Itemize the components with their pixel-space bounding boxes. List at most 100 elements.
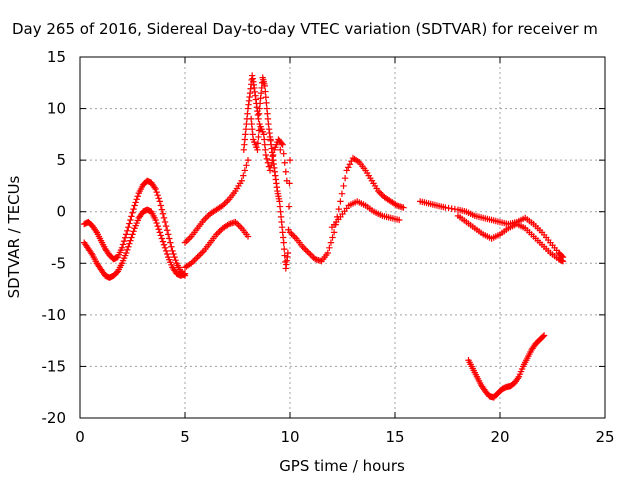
data-point <box>255 133 262 141</box>
data-point <box>378 190 385 198</box>
series-trace-afternoon-lower <box>454 212 567 265</box>
data-point <box>127 237 134 244</box>
data-point <box>341 174 349 182</box>
data-point <box>123 249 130 257</box>
data-point <box>133 196 140 203</box>
data-point <box>127 216 134 224</box>
data-point <box>263 155 271 163</box>
data-point <box>329 234 336 241</box>
data-point <box>157 232 165 239</box>
data-point <box>202 215 209 222</box>
data-point <box>126 240 133 247</box>
series-trace-midday-lower <box>328 198 403 231</box>
data-point <box>156 229 163 236</box>
data-point <box>162 222 170 230</box>
series-trace-early-lower <box>81 206 189 281</box>
data-point <box>199 249 206 256</box>
data-point <box>167 239 174 246</box>
data-point <box>240 172 247 179</box>
y-tick-label: 5 <box>56 151 66 169</box>
data-point <box>305 249 313 257</box>
data-point <box>330 229 338 236</box>
data-point <box>327 239 335 246</box>
data-point <box>169 247 176 255</box>
data-point <box>186 234 193 242</box>
data-point <box>191 256 198 264</box>
series-trace-peak-cloud <box>240 72 294 272</box>
data-point <box>181 239 189 246</box>
data-point <box>168 243 175 250</box>
data-point <box>282 168 289 175</box>
data-point <box>131 202 138 209</box>
data-point <box>171 253 178 261</box>
data-point <box>155 226 162 233</box>
data-point <box>254 140 262 147</box>
y-tick-label: -10 <box>42 306 67 324</box>
data-point <box>304 248 311 255</box>
data-point <box>125 243 132 250</box>
y-tick-label: -15 <box>42 357 67 375</box>
data-point <box>161 218 169 226</box>
data-point <box>154 192 161 199</box>
data-point <box>277 146 284 154</box>
data-point <box>158 206 166 213</box>
data-point <box>222 199 230 206</box>
data-point <box>195 252 203 259</box>
data-point <box>181 270 189 277</box>
data-point <box>284 249 292 257</box>
y-tick-label: 10 <box>47 100 66 118</box>
data-point <box>121 234 129 241</box>
data-point <box>266 167 274 174</box>
data-point <box>152 216 159 224</box>
x-tick-label: 5 <box>180 428 190 446</box>
data-point <box>335 205 343 213</box>
data-point <box>132 199 139 206</box>
data-point <box>129 231 136 238</box>
data-point <box>160 241 168 248</box>
data-point <box>326 244 333 252</box>
data-point <box>281 245 288 253</box>
data-point <box>159 210 167 217</box>
data-point <box>153 188 160 196</box>
series-trace-early-upper <box>81 177 189 279</box>
data-point <box>184 236 192 243</box>
data-point <box>289 232 297 239</box>
y-tick-label: 0 <box>56 203 66 221</box>
data-point <box>267 162 275 169</box>
data-point <box>162 247 170 255</box>
data-point <box>163 250 171 258</box>
data-point <box>280 150 287 157</box>
data-point <box>129 209 136 216</box>
data-point <box>126 220 133 227</box>
data-point <box>559 258 567 265</box>
chart-title: Day 265 of 2016, Sidereal Day-to-day VTE… <box>12 20 598 38</box>
data-point <box>152 185 159 193</box>
data-point <box>163 227 171 234</box>
series-trace-morning-lower <box>181 218 252 271</box>
x-tick-label: 20 <box>490 428 509 446</box>
data-point <box>346 161 354 168</box>
data-point <box>233 220 241 227</box>
data-point <box>300 245 308 252</box>
data-point <box>244 233 252 240</box>
data-point <box>166 235 173 242</box>
series-trace-morning-upper <box>181 156 252 246</box>
x-tick-label: 15 <box>385 428 404 446</box>
data-point <box>343 167 350 174</box>
data-point <box>307 251 314 258</box>
data-point <box>268 156 276 164</box>
data-point <box>286 156 294 164</box>
plot-frame <box>79 56 606 419</box>
data-point <box>262 94 270 101</box>
series-trace-low-arc <box>465 332 548 401</box>
data-point <box>540 332 548 339</box>
y-tick-label: -20 <box>42 409 67 427</box>
data-point <box>396 216 403 224</box>
data-point <box>165 231 172 238</box>
data-point <box>124 227 131 234</box>
y-tick-label: 15 <box>47 48 66 66</box>
data-point <box>302 246 309 254</box>
data-point <box>194 253 201 261</box>
data-point <box>263 99 270 107</box>
